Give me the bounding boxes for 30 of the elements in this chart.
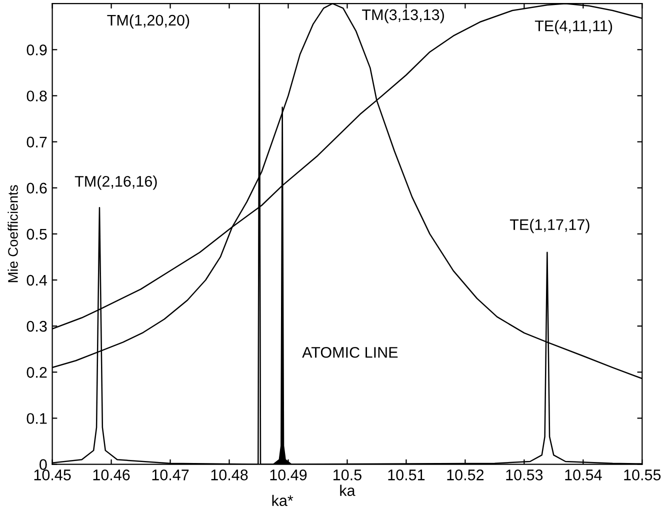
y-tick-label: 0.3 xyxy=(26,320,47,332)
y-tick-label: 0.9 xyxy=(26,44,47,56)
x-tick-label: 10.55 xyxy=(624,470,661,480)
x-tick-label: 10.54 xyxy=(565,470,602,480)
y-tick-label: 0 xyxy=(40,459,47,470)
annotation: TE(4,11,11) xyxy=(534,20,612,34)
x-tick-label: 10.53 xyxy=(506,470,543,480)
annotation: TE(1,17,17) xyxy=(510,218,590,234)
x-tick-label: 10.48 xyxy=(211,470,248,480)
x-tick-label: 10.46 xyxy=(93,470,130,480)
y-tick-label: 0.5 xyxy=(26,228,47,240)
y-tick-label: 0.4 xyxy=(26,274,47,286)
y-tick-label: 0.7 xyxy=(26,136,47,148)
y-tick-label: 0.2 xyxy=(26,367,47,378)
annotation: ka* xyxy=(272,494,294,506)
y-tick-label: 0.6 xyxy=(26,182,47,194)
annotation: TM(1,20,20) xyxy=(107,14,190,29)
x-tick-label: 10.45 xyxy=(34,470,71,480)
x-tick-label: 10.47 xyxy=(152,470,189,480)
x-tick-label: 10.49 xyxy=(270,470,307,480)
annotation: TM(3,13,13) xyxy=(362,8,444,24)
x-tick-label: 10.52 xyxy=(447,470,484,480)
y-tick-label: 0.8 xyxy=(26,90,47,102)
x-axis-title: ka xyxy=(340,484,356,496)
annotation: ATOMIC LINE xyxy=(302,346,398,358)
y-tick-label: 0.1 xyxy=(26,413,47,424)
x-tick-label: 10.5 xyxy=(334,470,362,480)
x-tick-label: 10.51 xyxy=(388,470,425,480)
y-axis-title: Mie Coefficients xyxy=(8,185,18,282)
annotation: TM(2,16,16) xyxy=(74,176,157,190)
